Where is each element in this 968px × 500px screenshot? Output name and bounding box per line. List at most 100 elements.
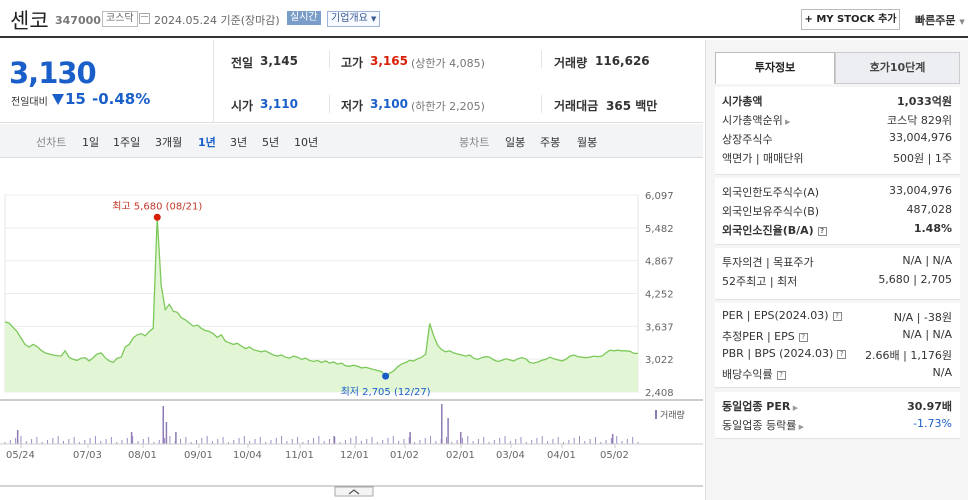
tab-investment-info[interactable]: 투자정보 [715, 52, 835, 84]
quote-date: 2024.05.24 기준(장마감) [154, 14, 280, 27]
realtime-button[interactable]: 실시간 [287, 11, 321, 25]
info-row: 외국인보유주식수(B) 487,028 [722, 203, 952, 221]
period-1d[interactable]: 1일 [82, 136, 100, 149]
info-row-label[interactable]: 동일업종 PER ▶ [722, 400, 799, 413]
lower-limit: (하한가 2,205) [411, 100, 485, 113]
high-value: 3,165 [370, 54, 408, 68]
low-label: 저가 [341, 99, 364, 113]
y-tick-label: 3,637 [645, 322, 674, 333]
open-value: 3,110 [260, 97, 298, 111]
info-row: 배당수익률? N/A [722, 366, 952, 384]
low-value: 3,100 [370, 97, 408, 111]
candle-daily[interactable]: 일봉 [505, 136, 526, 149]
volume-legend-swatch [655, 410, 657, 419]
x-tick-label: 07/03 [73, 450, 102, 461]
info-row-label[interactable]: 시가총액순위 ▶ [722, 114, 791, 127]
info-row: PBR | BPS (2024.03)? 2.66배 | 1,176원 [722, 347, 952, 365]
info-row: 외국인소진율(B/A)? 1.48% [722, 222, 952, 240]
stock-header: 센코 347000 코스닥 2024.05.24 기준(장마감) 실시간 기업개… [0, 0, 968, 38]
info-row: 동일업종 등락률 ▶ -1.73% [722, 417, 952, 435]
price-chart: 6,097 5,482 4,867 4,252 3,637 3,022 2,408 최고 5,… [0, 160, 703, 500]
period-3y[interactable]: 3년 [230, 136, 248, 149]
foreign-holding-section: 외국인한도주식수(A) 33,004,976 외국인보유주식수(B) 487,028 외… [715, 178, 960, 245]
info-row-value: 500원 | 1주 [893, 152, 952, 165]
info-row-label: 외국인보유주식수(B) [722, 205, 820, 218]
x-tick-label: 05/24 [6, 450, 35, 461]
info-row: 시가총액 1,033억원 [722, 93, 952, 111]
company-overview-dropdown[interactable]: 기업개요 ▼ [327, 11, 381, 27]
open-label: 시가 [231, 99, 254, 113]
period-10y[interactable]: 10년 [294, 136, 319, 149]
arrow-right-icon: ▶ [782, 118, 791, 126]
my-stock-add-button[interactable]: + MY STOCK 추가 [801, 9, 900, 30]
info-row-value: 30.97배 [907, 400, 952, 413]
info-row-value: 1,033억원 [896, 95, 952, 108]
divider [213, 40, 214, 123]
period-5y[interactable]: 5년 [262, 136, 280, 149]
volume-label: 거래량 [554, 56, 588, 70]
chart-period-bar: 선차트 1일 1주일 3개월 1년 3년 5년 10년 봉차트 일봉 주봉 월봉 [0, 124, 703, 158]
tab-order-book-10[interactable]: 호가10단계 [835, 52, 960, 84]
upper-limit: (상한가 4,085) [411, 57, 485, 70]
price-line [4, 217, 638, 377]
period-1w[interactable]: 1주일 [113, 136, 141, 149]
down-triangle-icon [52, 94, 64, 105]
info-row: 액면가 | 매매단위 500원 | 1주 [722, 150, 952, 168]
info-row-label: 투자의견 | 목표주가 [722, 256, 814, 269]
quick-order-label: 빠른주문 [915, 14, 956, 27]
low-marker [382, 372, 390, 380]
help-icon[interactable]: ? [837, 350, 847, 359]
info-row: 상장주식수 33,004,976 [722, 131, 952, 149]
divider [541, 50, 542, 68]
info-row-label: 추정PER | EPS? [722, 328, 808, 344]
period-3m[interactable]: 3개월 [155, 136, 183, 149]
info-row-value: 33,004,976 [889, 184, 952, 197]
info-row: 시가총액순위 ▶ 코스닥 829위 [722, 112, 952, 130]
arrow-right-icon: ▶ [790, 404, 799, 412]
collapse-chart-button[interactable] [334, 486, 374, 497]
high-label: 고가 [341, 56, 364, 70]
info-row-label[interactable]: 동일업종 등락률 ▶ [722, 419, 804, 432]
help-icon[interactable]: ? [798, 333, 808, 342]
amount-label: 거래대금 [554, 99, 599, 113]
chevron-down-icon: ▼ [371, 15, 377, 23]
info-row-label: 배당수익률? [722, 366, 786, 382]
x-tick-label: 05/02 [600, 450, 629, 461]
quote-summary: 3,130 전일대비 15 -0.48% 전일 3,145 시가 3,110 고… [0, 40, 703, 123]
info-row-value: 1.48% [913, 222, 952, 235]
info-row: 52주최고 | 최저 5,680 | 2,705 [722, 273, 952, 291]
info-row-value: N/A | N/A [902, 254, 952, 267]
x-tick-label: 10/04 [233, 450, 262, 461]
change-value: 15 [65, 90, 86, 108]
volume-label: 거래량 [660, 409, 685, 421]
current-price: 3,130 [9, 56, 97, 90]
help-icon[interactable]: ? [832, 312, 842, 321]
low-annotation: 최저 2,705 (12/27) [341, 386, 431, 398]
chevron-down-icon: ▼ [959, 18, 965, 26]
x-tick-label: 03/04 [496, 450, 525, 461]
help-icon[interactable]: ? [817, 227, 827, 236]
y-tick-label: 4,252 [645, 290, 674, 301]
candle-monthly[interactable]: 월봉 [577, 136, 598, 149]
candle-chart-label: 봉차트 [459, 136, 490, 149]
info-row-label: PER | EPS(2024.03)? [722, 309, 842, 322]
info-row: 외국인한도주식수(A) 33,004,976 [722, 184, 952, 202]
company-overview-label: 기업개요 [331, 13, 368, 24]
change-percent: -0.48% [92, 90, 151, 108]
candle-weekly[interactable]: 주봉 [540, 136, 561, 149]
info-row-label: 52주최고 | 최저 [722, 275, 798, 288]
info-row-value: 코스닥 829위 [887, 114, 952, 127]
x-tick-label: 02/01 [446, 450, 475, 461]
info-row: 투자의견 | 목표주가 N/A | N/A [722, 254, 952, 272]
help-icon[interactable]: ? [776, 371, 786, 380]
x-tick-label: 04/01 [547, 450, 576, 461]
high-marker [153, 213, 161, 221]
period-1y[interactable]: 1년 [198, 136, 216, 149]
info-row: PER | EPS(2024.03)? N/A | -38원 [722, 309, 952, 327]
info-row-label: 상장주식수 [722, 133, 773, 146]
info-row-value: N/A | -38원 [893, 311, 952, 324]
quick-order-button[interactable]: 빠른주문 ▼ [915, 12, 965, 28]
